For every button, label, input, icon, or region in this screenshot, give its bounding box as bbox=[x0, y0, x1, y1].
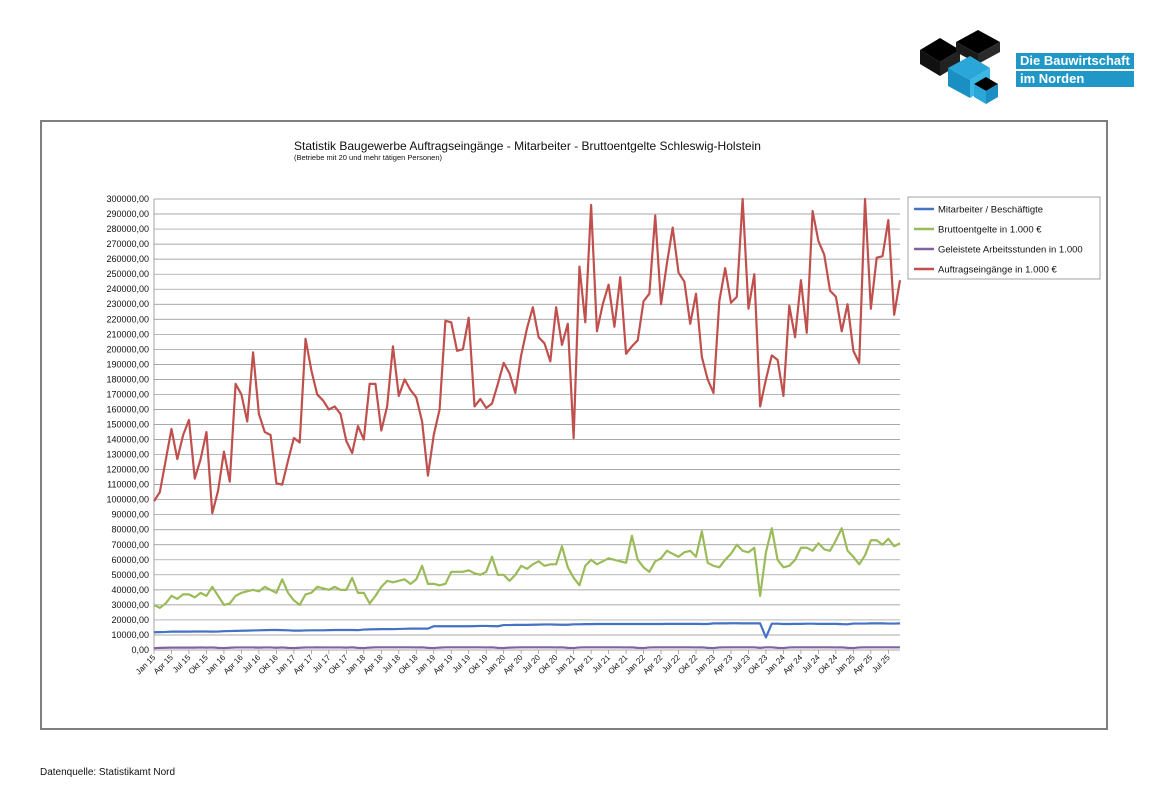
y-tick-label: 210000,00 bbox=[106, 329, 149, 339]
y-tick-label: 190000,00 bbox=[106, 359, 149, 369]
y-tick-label: 90000,00 bbox=[111, 510, 149, 520]
y-tick-label: 170000,00 bbox=[106, 389, 149, 399]
x-tick-label: Apr 19 bbox=[432, 653, 455, 676]
x-tick-label: Apr 23 bbox=[711, 653, 734, 676]
y-tick-label: 50000,00 bbox=[111, 570, 149, 580]
y-tick-label: 150000,00 bbox=[106, 420, 149, 430]
y-tick-label: 220000,00 bbox=[106, 314, 149, 324]
chart-subtitle: (Betriebe mit 20 und mehr tätigen Person… bbox=[294, 153, 442, 162]
chart-title: Statistik Baugewerbe Auftragseingänge - … bbox=[294, 139, 761, 153]
y-tick-label: 130000,00 bbox=[106, 450, 149, 460]
y-tick-label: 120000,00 bbox=[106, 465, 149, 475]
data-source-note: Datenquelle: Statistikamt Nord bbox=[40, 767, 176, 778]
y-tick-label: 160000,00 bbox=[106, 404, 149, 414]
x-tick-label: Apr 15 bbox=[152, 653, 175, 676]
y-tick-label: 0,00 bbox=[131, 645, 149, 655]
y-tick-label: 70000,00 bbox=[111, 540, 149, 550]
y-tick-label: 180000,00 bbox=[106, 374, 149, 384]
legend-label: Bruttoentgelte in 1.000 € bbox=[938, 225, 1042, 236]
y-tick-label: 140000,00 bbox=[106, 435, 149, 445]
x-tick-label: Jul 25 bbox=[870, 653, 892, 675]
legend-label: Geleistete Arbeitsstunden in 1.000 bbox=[938, 245, 1083, 256]
y-tick-label: 10000,00 bbox=[111, 630, 149, 640]
x-tick-label: Apr 16 bbox=[222, 653, 245, 676]
y-axis-ticks: 0,00 10000,00 20000,00 30000,00 40000,00 5000… bbox=[106, 194, 149, 655]
y-tick-label: 20000,00 bbox=[111, 615, 149, 625]
logo-cubes-icon bbox=[920, 30, 1000, 104]
x-tick-label: Apr 24 bbox=[781, 653, 804, 676]
y-tick-label: 60000,00 bbox=[111, 555, 149, 565]
y-tick-label: 300000,00 bbox=[106, 194, 149, 204]
y-tick-label: 40000,00 bbox=[111, 585, 149, 595]
logo-line-1: Die Bauwirtschaft bbox=[1016, 53, 1134, 69]
x-tick-label: Apr 18 bbox=[362, 653, 385, 676]
brand-logo: Die Bauwirtschaft im Norden bbox=[918, 28, 1134, 108]
y-tick-label: 200000,00 bbox=[106, 344, 149, 354]
y-tick-label: 280000,00 bbox=[106, 224, 149, 234]
x-tick-label: Apr 20 bbox=[502, 653, 525, 676]
y-tick-label: 80000,00 bbox=[111, 525, 149, 535]
legend-label: Mitarbeiter / Beschäftigte bbox=[938, 205, 1043, 216]
legend-box bbox=[907, 196, 1101, 280]
chart: Statistik Baugewerbe Auftragseingänge - … bbox=[106, 139, 1101, 676]
series-line-1 bbox=[153, 622, 901, 639]
y-tick-label: 100000,00 bbox=[106, 495, 149, 505]
x-tick-label: Apr 17 bbox=[292, 653, 315, 676]
x-tick-label: Apr 21 bbox=[571, 653, 594, 676]
y-tick-label: 110000,00 bbox=[107, 480, 149, 490]
series-lines bbox=[153, 197, 902, 650]
legend-label: Auftragseingänge in 1.000 € bbox=[938, 265, 1058, 276]
series-line-4 bbox=[153, 197, 902, 515]
y-tick-label: 240000,00 bbox=[106, 284, 149, 294]
x-tick-label: Apr 22 bbox=[641, 653, 664, 676]
y-tick-label: 30000,00 bbox=[111, 600, 149, 610]
logo-line-2: im Norden bbox=[1016, 71, 1134, 87]
series-line-3 bbox=[153, 646, 900, 650]
gridlines bbox=[153, 198, 900, 651]
y-tick-label: 290000,00 bbox=[106, 209, 149, 219]
series-line-2 bbox=[153, 527, 901, 610]
y-tick-label: 270000,00 bbox=[106, 239, 149, 249]
y-tick-label: 260000,00 bbox=[106, 254, 149, 264]
x-tick-label: Apr 25 bbox=[851, 653, 874, 676]
y-tick-label: 250000,00 bbox=[106, 269, 149, 279]
legend: Mitarbeiter / Beschäftigte Bruttoentgelte… bbox=[907, 196, 1101, 280]
y-tick-label: 230000,00 bbox=[106, 299, 149, 309]
chart-frame: Statistik Baugewerbe Auftragseingänge - … bbox=[40, 120, 1108, 730]
